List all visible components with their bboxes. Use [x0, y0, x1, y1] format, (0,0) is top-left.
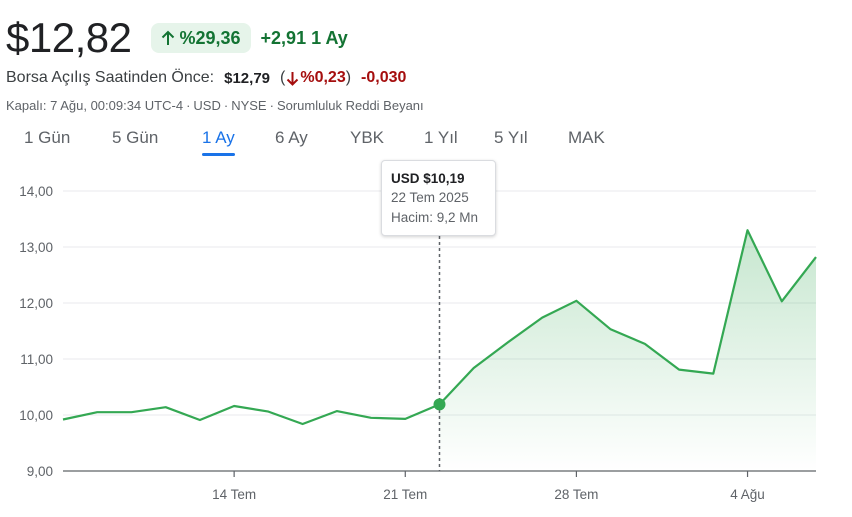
x-tick-label: 14 Tem — [212, 487, 256, 502]
exchange: NYSE — [231, 98, 267, 113]
tooltip-price: USD $10,19 — [391, 171, 465, 186]
change-badge: %29,36 — [151, 23, 251, 53]
arrow-up-icon — [162, 30, 175, 45]
tooltip-volume: Hacim: 9,2 Mn — [391, 210, 479, 225]
currency: USD — [193, 98, 221, 113]
premarket-absolute: -0,030 — [361, 69, 407, 86]
price-area — [439, 230, 816, 471]
arrow-down-icon — [287, 71, 299, 86]
tab-5-day[interactable]: 5 Gün — [112, 128, 159, 147]
tab-1-day[interactable]: 1 Gün — [24, 128, 71, 147]
y-tick-label: 9,00 — [27, 464, 53, 479]
premarket-percent: ( %0,23) — [280, 69, 352, 86]
tab-1-year[interactable]: 1 Yıl — [424, 128, 458, 147]
premarket-label: Borsa Açılış Saatinden Önce: — [6, 69, 215, 86]
tab-ytd[interactable]: YBK — [350, 128, 385, 147]
x-axis-labels: 14 Tem 21 Tem 28 Tem 4 Ağu — [212, 471, 765, 502]
premarket-row: Borsa Açılış Saatinden Önce: $12,79 ( %0… — [6, 69, 406, 87]
tooltip-date: 22 Tem 2025 — [391, 190, 469, 205]
y-tick-label: 14,00 — [19, 184, 53, 199]
y-tick-label: 11,00 — [20, 352, 53, 367]
y-tick-label: 13,00 — [19, 240, 53, 255]
tab-1-month[interactable]: 1 Ay — [202, 128, 235, 156]
x-tick-label: 4 Ağu — [730, 487, 765, 502]
x-tick-label: 21 Tem — [383, 487, 427, 502]
change-absolute: +2,91 1 Ay — [260, 27, 348, 48]
tab-5-year[interactable]: 5 Yıl — [494, 128, 528, 147]
tab-6-month[interactable]: 6 Ay — [275, 128, 308, 147]
quote-header: $12,82 %29,36 +2,91 1 Ay — [6, 12, 348, 64]
y-axis-labels: 14,00 13,00 12,00 11,00 10,00 9,00 — [19, 184, 53, 479]
hover-point — [433, 398, 446, 411]
x-tick-label: 28 Tem — [554, 487, 598, 502]
tab-max[interactable]: MAK — [568, 128, 605, 147]
disclaimer-link[interactable]: Sorumluluk Reddi Beyanı — [276, 98, 424, 113]
y-tick-label: 12,00 — [19, 296, 53, 311]
current-price: $12,82 — [6, 14, 132, 61]
market-status: Kapalı: 7 Ağu, 00:09:34 UTC-4 — [6, 98, 184, 113]
quote-meta: Kapalı: 7 Ağu, 00:09:34 UTC-4 · USD · NYSE · S… — [6, 98, 424, 113]
y-tick-label: 10,00 — [19, 408, 53, 423]
premarket-price: $12,79 — [224, 69, 271, 87]
change-percent: %29,36 — [179, 27, 241, 48]
chart-tooltip: USD $10,19 22 Tem 2025 Hacim: 9,2 Mn — [381, 160, 496, 236]
